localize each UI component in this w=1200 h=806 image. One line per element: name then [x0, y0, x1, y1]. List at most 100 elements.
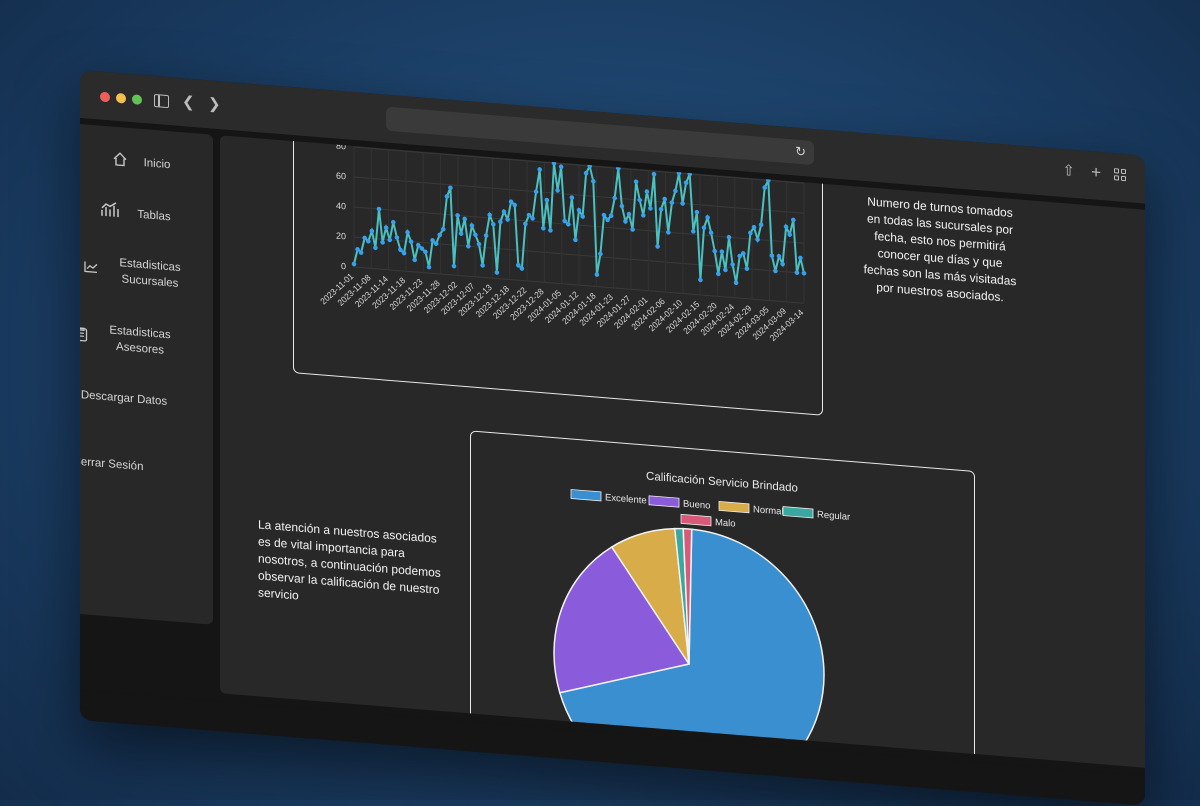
data-point	[469, 223, 475, 228]
data-point	[523, 221, 528, 227]
sidebar-item-estadisticas-sucursales[interactable]: Estadisticas Sucursales	[80, 252, 213, 299]
data-point	[748, 230, 753, 236]
share-icon[interactable]: ⇧	[1062, 162, 1075, 181]
forward-icon[interactable]: ❯	[208, 95, 221, 114]
data-point	[462, 216, 467, 222]
data-point	[433, 241, 439, 246]
data-point	[705, 215, 710, 220]
data-point	[669, 200, 675, 205]
sidebar-item-cerrar-sesion[interactable]: Cerrar Sesión	[80, 454, 213, 501]
data-point	[658, 206, 664, 212]
data-point	[701, 225, 707, 231]
data-point	[591, 178, 596, 184]
data-point	[398, 247, 403, 253]
pie-slice	[553, 545, 691, 694]
close-window-button[interactable]	[100, 91, 110, 103]
data-point	[391, 219, 396, 225]
data-point	[562, 218, 568, 224]
browser-window: ❮ ❯ ↻ ⇧ + Inicio Tablas Estadisticas Suc…	[80, 70, 1145, 806]
data-point	[569, 195, 575, 200]
home-icon	[113, 152, 127, 167]
data-point	[494, 270, 500, 275]
data-point	[733, 280, 739, 286]
data-point	[687, 171, 693, 177]
back-icon[interactable]: ❮	[182, 93, 195, 112]
sidebar-item-descargar-datos[interactable]: Descargar Datos	[80, 387, 213, 434]
y-tick-label: 40	[336, 201, 346, 212]
data-point	[626, 211, 632, 217]
sidebar-item-label: Estadisticas Sucursales	[119, 257, 181, 290]
data-point	[583, 170, 589, 176]
new-tab-icon[interactable]: +	[1091, 162, 1101, 183]
data-point	[451, 263, 457, 269]
data-point	[630, 227, 635, 232]
legend-swatch	[782, 506, 814, 519]
data-point	[791, 217, 796, 223]
data-point	[641, 213, 646, 218]
data-point	[530, 216, 535, 221]
data-point	[408, 239, 414, 244]
chart-title: Calificación Servicio Brindado	[646, 471, 798, 495]
data-point	[401, 250, 407, 256]
data-point	[651, 171, 657, 177]
sidebar-item-label: Descargar Datos	[80, 389, 168, 409]
data-point	[405, 230, 410, 235]
data-point	[612, 195, 618, 201]
sidebar-item-estadisticas-asesores[interactable]: Estadisticas Asesores	[80, 320, 213, 367]
data-point	[673, 188, 678, 194]
data-point	[787, 232, 793, 237]
data-point	[683, 180, 689, 186]
sidebar-item-label: Estadisticas Asesores	[109, 324, 171, 357]
data-point	[555, 188, 560, 193]
data-point	[698, 277, 703, 283]
data-point	[716, 271, 721, 277]
data-point	[691, 229, 696, 234]
data-point	[619, 203, 625, 209]
sidebar-item-inicio[interactable]: Inicio	[105, 150, 195, 179]
data-point	[480, 263, 485, 268]
data-point	[505, 217, 510, 222]
main-panel: 0 20 40 60 80 2023-11-01 2023-11-08 2023-11-14 2…	[220, 135, 1145, 768]
data-point	[498, 219, 503, 225]
sidebar-item-tablas[interactable]: Tablas	[100, 200, 200, 230]
data-point	[623, 219, 628, 224]
data-point	[744, 266, 750, 271]
sidebar-item-label: Inicio	[143, 157, 171, 172]
line-chart-card: 0 20 40 60 80 2023-11-01 2023-11-08 2023-11-14 2…	[293, 135, 823, 416]
data-point	[794, 270, 800, 275]
data-point	[466, 243, 471, 249]
data-point	[544, 197, 550, 203]
data-point	[419, 246, 425, 251]
data-point	[708, 230, 714, 236]
data-point	[783, 224, 789, 230]
legend-label: Normal	[753, 504, 784, 517]
turnos-description: Numero de turnos tomados en todas las su…	[863, 194, 1017, 305]
data-point	[380, 240, 385, 245]
sidebar-toggle-icon[interactable]	[154, 93, 169, 109]
data-point	[448, 185, 453, 191]
minimize-window-button[interactable]	[116, 92, 126, 104]
tab-overview-icon[interactable]	[1114, 168, 1127, 182]
data-point	[608, 213, 614, 219]
legend-swatch	[680, 513, 712, 527]
data-point	[423, 249, 428, 255]
data-point	[576, 207, 582, 213]
data-point	[519, 266, 525, 271]
line-chart-icon	[84, 261, 98, 274]
legend-swatch	[648, 495, 680, 508]
data-point	[719, 249, 725, 254]
data-point	[548, 228, 553, 233]
zoom-window-button[interactable]	[132, 94, 142, 105]
reload-icon[interactable]: ↻	[795, 143, 806, 160]
data-point	[387, 237, 392, 243]
sidebar-item-label: Cerrar Sesión	[80, 455, 144, 474]
data-point	[769, 253, 775, 258]
data-point	[801, 270, 807, 276]
y-tick-label: 60	[336, 171, 346, 182]
data-point	[598, 251, 603, 257]
data-point	[501, 209, 507, 214]
data-point	[766, 178, 771, 183]
data-point	[362, 235, 367, 241]
data-point	[723, 267, 728, 273]
